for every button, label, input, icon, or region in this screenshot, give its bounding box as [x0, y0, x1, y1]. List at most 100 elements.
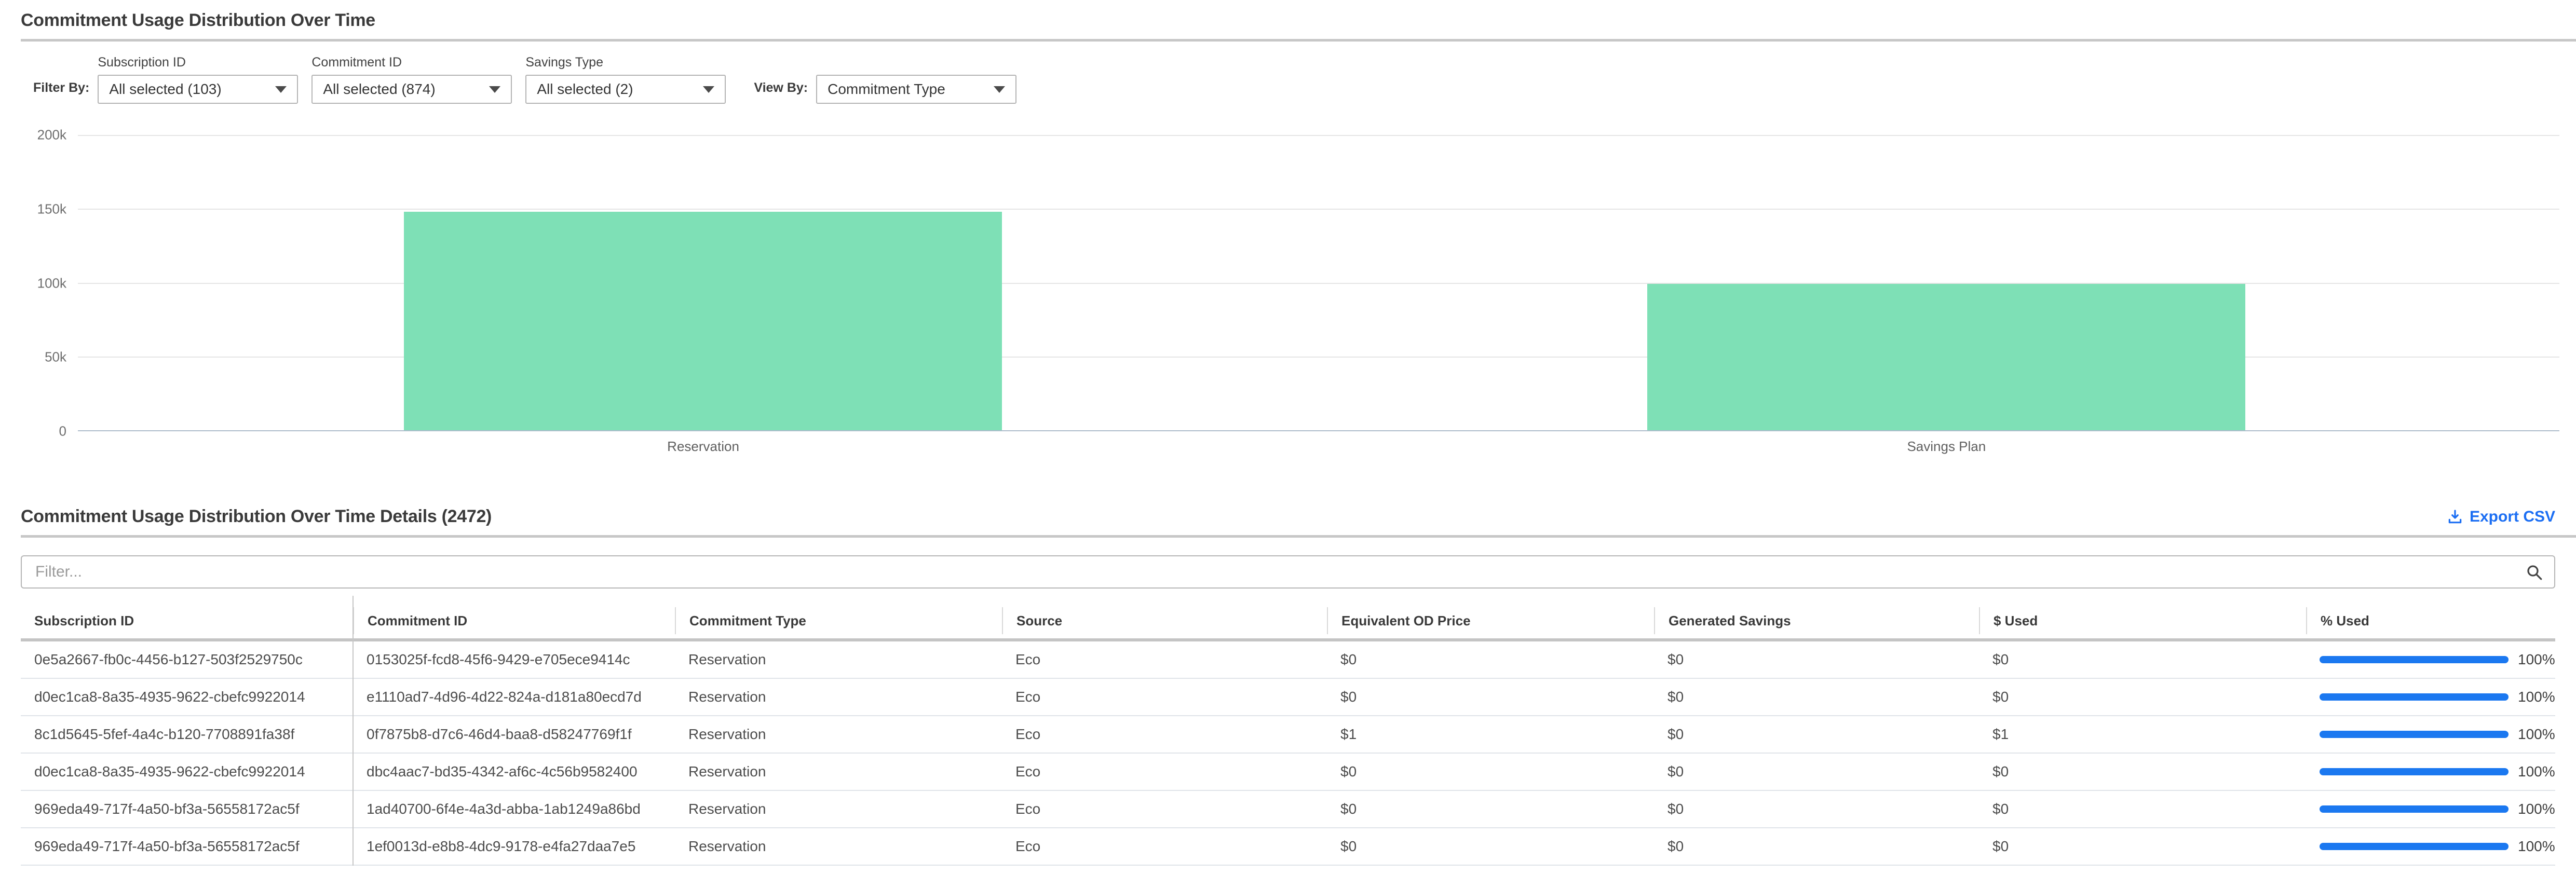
details-table: Subscription ID Commitment ID Commitment…: [21, 596, 2555, 866]
cell-commitment-id: 0153025f-fcd8-45f6-9429-e705ece9414c: [367, 651, 630, 667]
details-title: Commitment Usage Distribution Over Time …: [21, 507, 492, 526]
col-header-pct-used: % Used: [2306, 607, 2555, 634]
bar-savings-plan[interactable]: [1647, 284, 2245, 430]
usage-progress-bar: [2320, 656, 2509, 663]
cell-equivalent-od-price: $0: [1340, 838, 1357, 854]
download-icon: [2448, 509, 2462, 523]
chart-gridline: [78, 209, 2559, 210]
export-csv-button[interactable]: Export CSV: [2447, 508, 2555, 526]
col-header-commitment-type: Commitment Type: [675, 607, 1002, 634]
cell-source: Eco: [1015, 651, 1041, 667]
cell-commitment-id: e1110ad7-4d96-4d22-824a-d181a80ecd7d: [367, 689, 642, 705]
cell-dollar-used: $0: [1992, 801, 2009, 817]
pct-used-label: 100%: [2518, 726, 2555, 742]
cell-pct-used: 100%: [2306, 651, 2555, 668]
x-axis: Reservation Savings Plan: [78, 439, 2559, 459]
cell-source: Eco: [1015, 801, 1041, 817]
cell-dollar-used: $0: [1992, 763, 2009, 780]
cell-commitment-id: 0f7875b8-d7c6-46d4-baa8-d58247769f1f: [367, 726, 632, 742]
col-header-dollar-used: $ Used: [1979, 607, 2306, 634]
col-header-source: Source: [1002, 607, 1327, 634]
table-filter-input[interactable]: [21, 555, 2555, 589]
view-by-group: Commitment Type: [816, 75, 1017, 104]
subscription-id-dropdown[interactable]: All selected (103): [98, 75, 299, 104]
table-row: 0e5a2667-fb0c-4456-b127-503f2529750c 015…: [21, 641, 2555, 679]
details-divider: [21, 535, 2576, 538]
y-axis-tick: 150k: [37, 201, 66, 217]
view-by-dropdown-value: Commitment Type: [828, 81, 945, 97]
cell-subscription-id: 0e5a2667-fb0c-4456-b127-503f2529750c: [34, 651, 303, 667]
pct-used-label: 100%: [2518, 763, 2555, 780]
cell-equivalent-od-price: $0: [1340, 651, 1357, 667]
cell-generated-savings: $0: [1667, 651, 1684, 667]
commitment-id-dropdown[interactable]: All selected (874): [311, 75, 512, 104]
col-header-equivalent-od-price: Equivalent OD Price: [1327, 607, 1654, 634]
col-header-subscription-id: Subscription ID: [34, 612, 134, 628]
usage-progress-bar: [2320, 805, 2509, 813]
cell-subscription-id: d0ec1ca8-8a35-4935-9622-cbefc9922014: [34, 689, 305, 705]
chart-gridline: [78, 356, 2559, 358]
bar-reservation[interactable]: [404, 211, 1002, 430]
filter-bar: Filter By: Subscription ID All selected …: [33, 55, 2576, 104]
table-header-row: Subscription ID Commitment ID Commitment…: [21, 603, 2555, 641]
cell-dollar-used: $1: [1992, 726, 2009, 742]
cell-equivalent-od-price: $0: [1340, 763, 1357, 780]
cell-commitment-type: Reservation: [688, 689, 766, 705]
cell-subscription-id: d0ec1ca8-8a35-4935-9622-cbefc9922014: [34, 763, 305, 780]
commitment-id-filter-label: Commitment ID: [311, 55, 402, 70]
cell-equivalent-od-price: $0: [1340, 689, 1357, 705]
cell-commitment-type: Reservation: [688, 763, 766, 780]
commitment-id-filter-group: Commitment ID All selected (874): [311, 55, 512, 104]
commitment-usage-bar-chart: 200k 150k 100k 50k 0 Reservation Savings…: [0, 127, 2576, 459]
cell-pct-used: 100%: [2306, 838, 2555, 855]
pct-used-label: 100%: [2518, 689, 2555, 705]
title-divider: [21, 39, 2576, 42]
page-title: Commitment Usage Distribution Over Time: [21, 10, 375, 30]
table-row: 969eda49-717f-4a50-bf3a-56558172ac5f 1ef…: [21, 828, 2555, 866]
cell-source: Eco: [1015, 763, 1041, 780]
export-csv-label: Export CSV: [2469, 508, 2555, 525]
chevron-down-icon: [994, 86, 1006, 93]
y-axis-tick: 0: [59, 423, 66, 439]
cell-source: Eco: [1015, 689, 1041, 705]
cell-dollar-used: $0: [1992, 838, 2009, 854]
pct-used-label: 100%: [2518, 651, 2555, 667]
table-row: d0ec1ca8-8a35-4935-9622-cbefc9922014 dbc…: [21, 754, 2555, 791]
col-header-commitment-id: Commitment ID: [353, 607, 675, 634]
chevron-down-icon: [703, 86, 715, 93]
details-header: Commitment Usage Distribution Over Time …: [21, 507, 2555, 527]
cell-generated-savings: $0: [1667, 726, 1684, 742]
table-filter: [21, 555, 2555, 589]
savings-type-filter-label: Savings Type: [525, 55, 603, 70]
chart-plot-area: [78, 135, 2559, 431]
cell-generated-savings: $0: [1667, 838, 1684, 854]
cell-source: Eco: [1015, 726, 1041, 742]
y-axis-tick: 100k: [37, 275, 66, 291]
cell-subscription-id: 8c1d5645-5fef-4a4c-b120-7708891fa38f: [34, 726, 295, 742]
cell-equivalent-od-price: $0: [1340, 801, 1357, 817]
subscription-id-filter-label: Subscription ID: [98, 55, 186, 70]
subscription-id-dropdown-value: All selected (103): [109, 81, 222, 97]
cell-pct-used: 100%: [2306, 726, 2555, 743]
cell-pct-used: 100%: [2306, 763, 2555, 780]
chevron-down-icon: [275, 86, 287, 93]
savings-type-dropdown-value: All selected (2): [537, 81, 633, 97]
table-row: d0ec1ca8-8a35-4935-9622-cbefc9922014 e11…: [21, 679, 2555, 716]
cell-dollar-used: $0: [1992, 689, 2009, 705]
cell-commitment-id: 1ad40700-6f4e-4a3d-abba-1ab1249a86bd: [367, 801, 641, 817]
cell-generated-savings: $0: [1667, 689, 1684, 705]
search-icon[interactable]: [2525, 563, 2544, 582]
col-header-generated-savings: Generated Savings: [1654, 607, 1979, 634]
view-by-label: View By:: [754, 80, 808, 95]
view-by-dropdown[interactable]: Commitment Type: [816, 75, 1017, 104]
cell-equivalent-od-price: $1: [1340, 726, 1357, 742]
cell-generated-savings: $0: [1667, 763, 1684, 780]
savings-type-dropdown[interactable]: All selected (2): [525, 75, 726, 104]
savings-type-filter-group: Savings Type All selected (2): [525, 55, 726, 104]
commitment-id-dropdown-value: All selected (874): [323, 81, 436, 97]
cell-dollar-used: $0: [1992, 651, 2009, 667]
x-axis-label-reservation: Reservation: [667, 439, 739, 454]
chart-gridline: [78, 135, 2559, 136]
cell-commitment-type: Reservation: [688, 651, 766, 667]
